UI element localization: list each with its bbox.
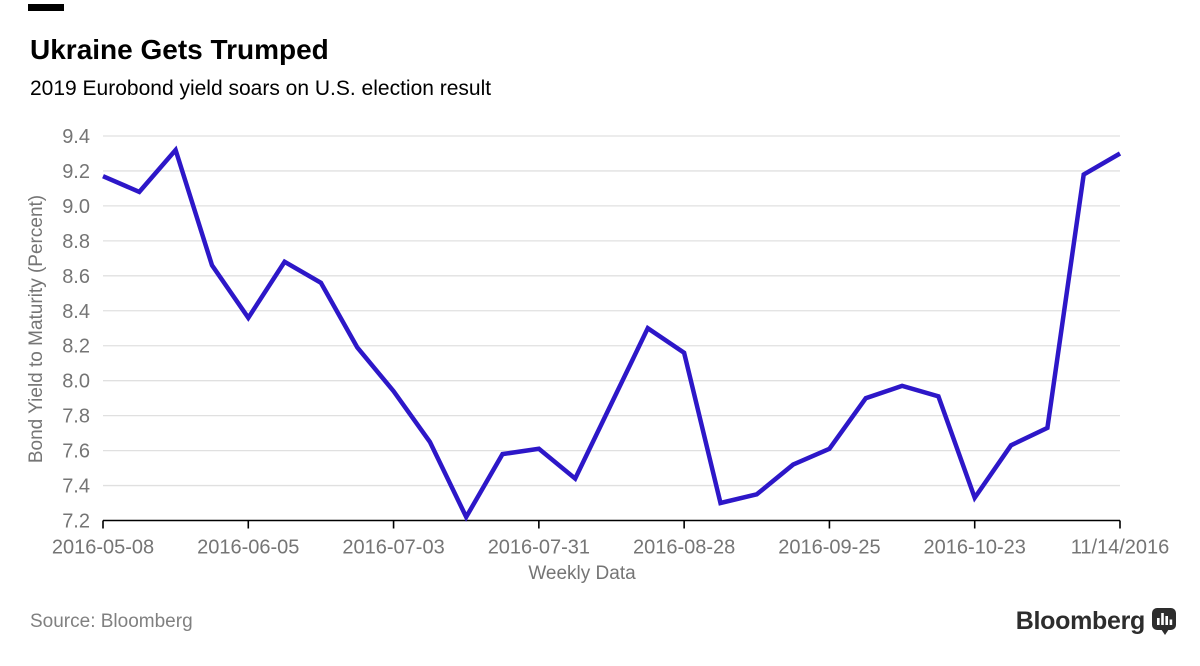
x-tick-labels: 2016-05-08 2016-06-05 2016-07-03 2016-07-31…	[52, 537, 1169, 559]
x-axis-title: Weekly Data	[528, 563, 636, 584]
svg-text:2016-10-23: 2016-10-23	[924, 537, 1026, 559]
svg-text:8.0: 8.0	[62, 371, 90, 393]
svg-text:7.6: 7.6	[62, 441, 90, 463]
svg-text:2016-07-03: 2016-07-03	[342, 537, 444, 559]
svg-text:7.2: 7.2	[62, 511, 90, 533]
svg-text:2016-08-28: 2016-08-28	[633, 537, 735, 559]
chart-title: Ukraine Gets Trumped	[30, 34, 329, 65]
svg-text:2016-07-31: 2016-07-31	[488, 537, 590, 559]
svg-text:8.6: 8.6	[62, 266, 90, 288]
svg-text:8.8: 8.8	[62, 231, 90, 253]
bloomberg-logo: Bloomberg	[1016, 606, 1176, 636]
yield-line	[102, 145, 1122, 522]
svg-text:2016-05-08: 2016-05-08	[52, 537, 154, 559]
svg-text:9.4: 9.4	[62, 126, 90, 148]
svg-text:8.2: 8.2	[62, 336, 90, 358]
bloomberg-logo-text: Bloomberg	[1015, 606, 1146, 635]
source-credit: Source: Bloomberg	[30, 611, 193, 632]
chart-subtitle: 2019 Eurobond yield soars on U.S. electi…	[30, 77, 492, 100]
svg-text:8.4: 8.4	[62, 301, 90, 323]
svg-text:2016-09-25: 2016-09-25	[778, 537, 880, 559]
svg-text:7.4: 7.4	[62, 476, 90, 498]
svg-text:7.8: 7.8	[62, 406, 90, 428]
y-tick-labels: 9.4 9.2 9.0 8.8 8.6 8.4 8.2 8.0 7.8 7.6 7.4 7.2	[62, 126, 90, 533]
svg-text:2016-06-05: 2016-06-05	[197, 537, 299, 559]
svg-text:9.2: 9.2	[62, 161, 90, 183]
y-axis-title: Bond Yield to Maturity (Percent)	[26, 194, 47, 464]
brand-bar	[28, 4, 64, 11]
x-axis	[102, 519, 1121, 529]
bar-chart-bubble-icon	[1152, 608, 1176, 635]
gridlines	[103, 135, 1120, 487]
svg-text:11/14/2016: 11/14/2016	[1071, 537, 1170, 559]
svg-text:9.0: 9.0	[62, 196, 90, 218]
